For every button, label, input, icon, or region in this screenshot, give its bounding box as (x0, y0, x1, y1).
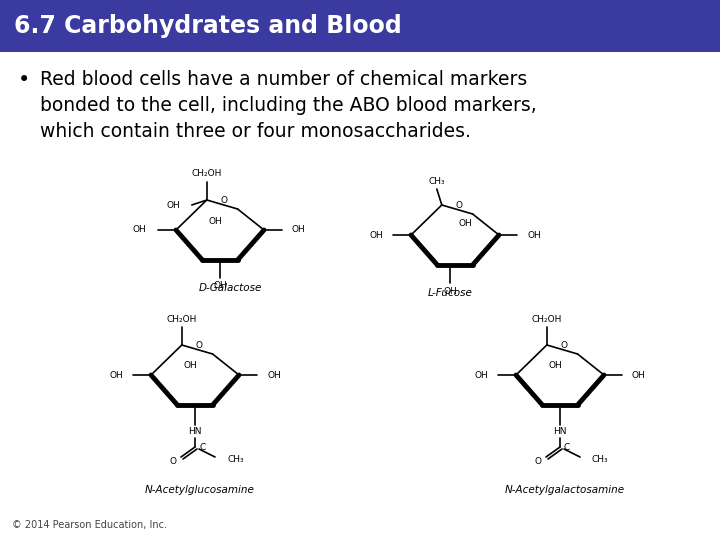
Text: N-Acetylgalactosamine: N-Acetylgalactosamine (505, 485, 625, 495)
Text: © 2014 Pearson Education, Inc.: © 2014 Pearson Education, Inc. (12, 520, 167, 530)
Text: CH₃: CH₃ (592, 456, 608, 464)
Text: OH: OH (166, 200, 180, 210)
Text: OH: OH (208, 217, 222, 226)
Text: OH: OH (474, 370, 488, 380)
Text: OH: OH (292, 226, 306, 234)
Text: OH: OH (132, 226, 146, 234)
Text: C: C (564, 442, 570, 451)
Text: O: O (456, 201, 463, 210)
Text: CH₃: CH₃ (227, 456, 243, 464)
Text: O: O (534, 457, 541, 467)
Text: O: O (169, 457, 176, 467)
Text: OH: OH (213, 281, 227, 291)
Text: bonded to the cell, including the ABO blood markers,: bonded to the cell, including the ABO bl… (40, 96, 536, 115)
Text: OH: OH (548, 361, 562, 370)
Text: O: O (196, 341, 203, 350)
Text: OH: OH (109, 370, 123, 380)
Text: CH₂OH: CH₂OH (192, 170, 222, 179)
Text: CH₃: CH₃ (428, 177, 445, 186)
Text: D-Galactose: D-Galactose (198, 283, 261, 293)
Text: N-Acetylglucosamine: N-Acetylglucosamine (145, 485, 255, 495)
Text: which contain three or four monosaccharides.: which contain three or four monosacchari… (40, 122, 471, 141)
Text: CH₂OH: CH₂OH (166, 314, 197, 323)
Text: •: • (18, 70, 30, 90)
Text: 6.7 Carbohydrates and Blood: 6.7 Carbohydrates and Blood (14, 14, 402, 38)
Text: OH: OH (183, 361, 197, 370)
Text: O: O (561, 341, 567, 350)
Bar (0, 0, 720, 52)
Text: C: C (199, 442, 205, 451)
Text: L-Fucose: L-Fucose (428, 288, 472, 298)
Text: CH₂OH: CH₂OH (531, 314, 562, 323)
Text: OH: OH (632, 370, 646, 380)
Text: OH: OH (458, 219, 472, 227)
Text: HN: HN (553, 428, 567, 436)
Text: OH: OH (369, 231, 383, 240)
Text: OH: OH (527, 231, 541, 240)
Text: OH: OH (443, 287, 457, 295)
Text: O: O (221, 196, 228, 205)
Text: HN: HN (188, 428, 202, 436)
Text: Red blood cells have a number of chemical markers: Red blood cells have a number of chemica… (40, 70, 527, 89)
Text: OH: OH (267, 370, 281, 380)
